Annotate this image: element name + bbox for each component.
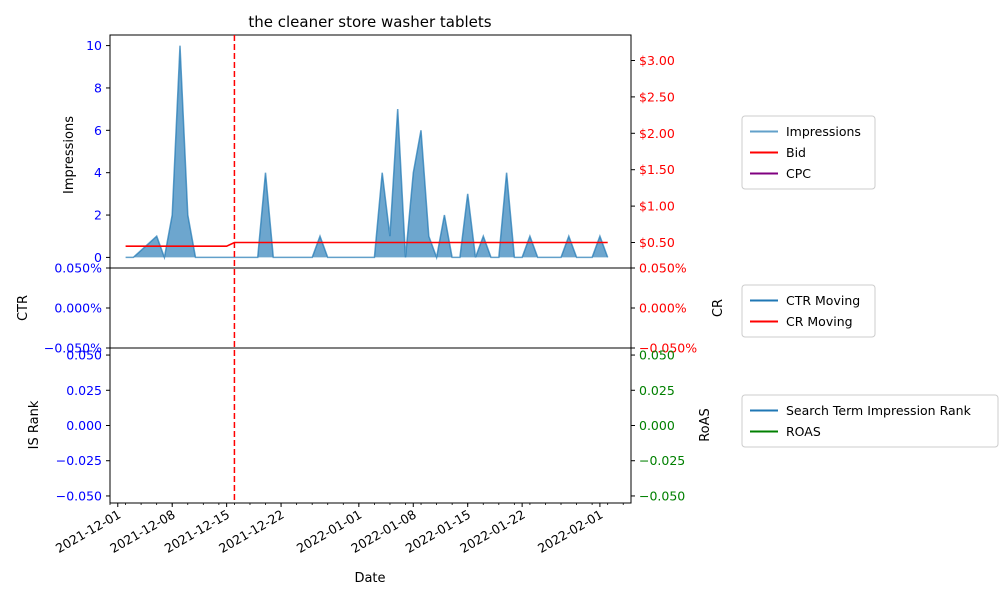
roas-y2-tick-label: 0.050 — [639, 348, 675, 363]
is-rank-y-ticks: −0.050 −0.025 0.000 0.025 0.050 — [56, 348, 110, 503]
impressions-y-tick-label: 10 — [86, 38, 102, 53]
legend-label: CR Moving — [786, 314, 853, 329]
roas-y2-ticks: −0.050 −0.025 0.000 0.025 0.050 — [631, 348, 685, 503]
impressions-y-ticks: 0 2 4 6 8 10 — [86, 38, 110, 265]
legend-label: Search Term Impression Rank — [786, 403, 972, 418]
is-rank-y-tick-label: −0.025 — [56, 453, 102, 468]
legend-label: ROAS — [786, 424, 821, 439]
roas-y2-tick-label: 0.025 — [639, 383, 675, 398]
legend-label: Impressions — [786, 124, 861, 139]
date-axis-label: Date — [354, 571, 385, 586]
bid-y2-tick-label: $2.50 — [639, 89, 675, 104]
roas-y2-tick-label: 0.000 — [639, 418, 675, 433]
bid-y2-tick-label: $2.00 — [639, 126, 675, 141]
impressions-y-tick-label: 8 — [94, 80, 102, 95]
cr-axis-label: CR — [711, 299, 726, 317]
impressions-area-layer — [125, 45, 609, 261]
roas-y2-tick-label: −0.025 — [639, 453, 685, 468]
cr-y2-tick-label: 0.000% — [639, 301, 687, 316]
legend-label: CPC — [786, 166, 811, 181]
legend-label: Bid — [786, 145, 806, 160]
ctr-y-tick-label: −0.050% — [44, 341, 102, 356]
impressions-y-tick-label: 0 — [94, 250, 102, 265]
legend-box — [741, 284, 876, 338]
is-rank-axis-label: IS Rank — [27, 400, 42, 449]
bid-y2-tick-label: $1.00 — [639, 199, 675, 214]
impressions-y-tick-label: 4 — [94, 165, 102, 180]
legend-box — [741, 115, 876, 190]
legend-ctr: CTR Moving CR Moving — [741, 284, 876, 338]
legend-impressions: Impressions Bid CPC — [741, 115, 876, 190]
ctr-axis-label: CTR — [16, 295, 31, 321]
ctr-y-tick-label: 0.000% — [54, 301, 102, 316]
chart-title: the cleaner store washer tablets — [248, 13, 491, 31]
cr-y2-tick-label: −0.050% — [639, 341, 697, 356]
is-rank-y-tick-label: −0.050 — [56, 488, 102, 503]
is-rank-y-tick-label: 0.025 — [66, 383, 102, 398]
cr-y2-tick-label: 0.050% — [639, 261, 687, 276]
is-rank-panel: −0.050 −0.025 0.000 0.025 0.050 −0.050 −0.025… — [27, 347, 713, 586]
impressions-panel: 0 2 4 6 8 10 $0.50 $1.00 $1.50 $2.00 $2.50 $3.00 t… — [62, 13, 675, 269]
cr-y2-ticks: −0.050% 0.000% 0.050% — [631, 261, 697, 356]
ctr-panel-frame — [109, 267, 632, 349]
roas-y2-tick-label: −0.050 — [639, 488, 685, 503]
date-tick-label: 2022-02-01 — [535, 507, 605, 556]
impressions-line — [125, 45, 609, 261]
bid-y2-tick-label: $1.50 — [639, 162, 675, 177]
bid-y2-tick-label: $3.00 — [639, 53, 675, 68]
impressions-y-tick-label: 2 — [94, 208, 102, 223]
date-x-ticks: 2021-12-012021-12-082021-12-152021-12-22… — [53, 503, 624, 556]
bid-line-layer — [125, 241, 608, 247]
impressions-area-fill — [125, 45, 608, 258]
is-rank-y-tick-label: 0.000 — [66, 418, 102, 433]
legend-label: CTR Moving — [786, 293, 860, 308]
is-rank-panel-frame — [109, 347, 632, 504]
roas-axis-label: RoAS — [698, 408, 713, 442]
bid-y2-tick-label: $0.50 — [639, 235, 675, 250]
impressions-axis-label: Impressions — [62, 116, 77, 194]
bid-y2-ticks: $0.50 $1.00 $1.50 $2.00 $2.50 $3.00 — [631, 53, 675, 250]
is-rank-y-tick-label: 0.050 — [66, 348, 102, 363]
legend-box — [741, 394, 999, 448]
ctr-panel: −0.050%0.000%0.050% −0.050%0.000%0.050% … — [16, 261, 726, 356]
bid-line — [125, 241, 608, 247]
impressions-y-tick-label: 6 — [94, 123, 102, 138]
ctr-y-tick-label: 0.050% — [54, 261, 102, 276]
legend-is-rank: Search Term Impression Rank ROAS — [741, 394, 999, 448]
ctr-y-ticks: −0.050% 0.000% 0.050% — [44, 261, 110, 356]
